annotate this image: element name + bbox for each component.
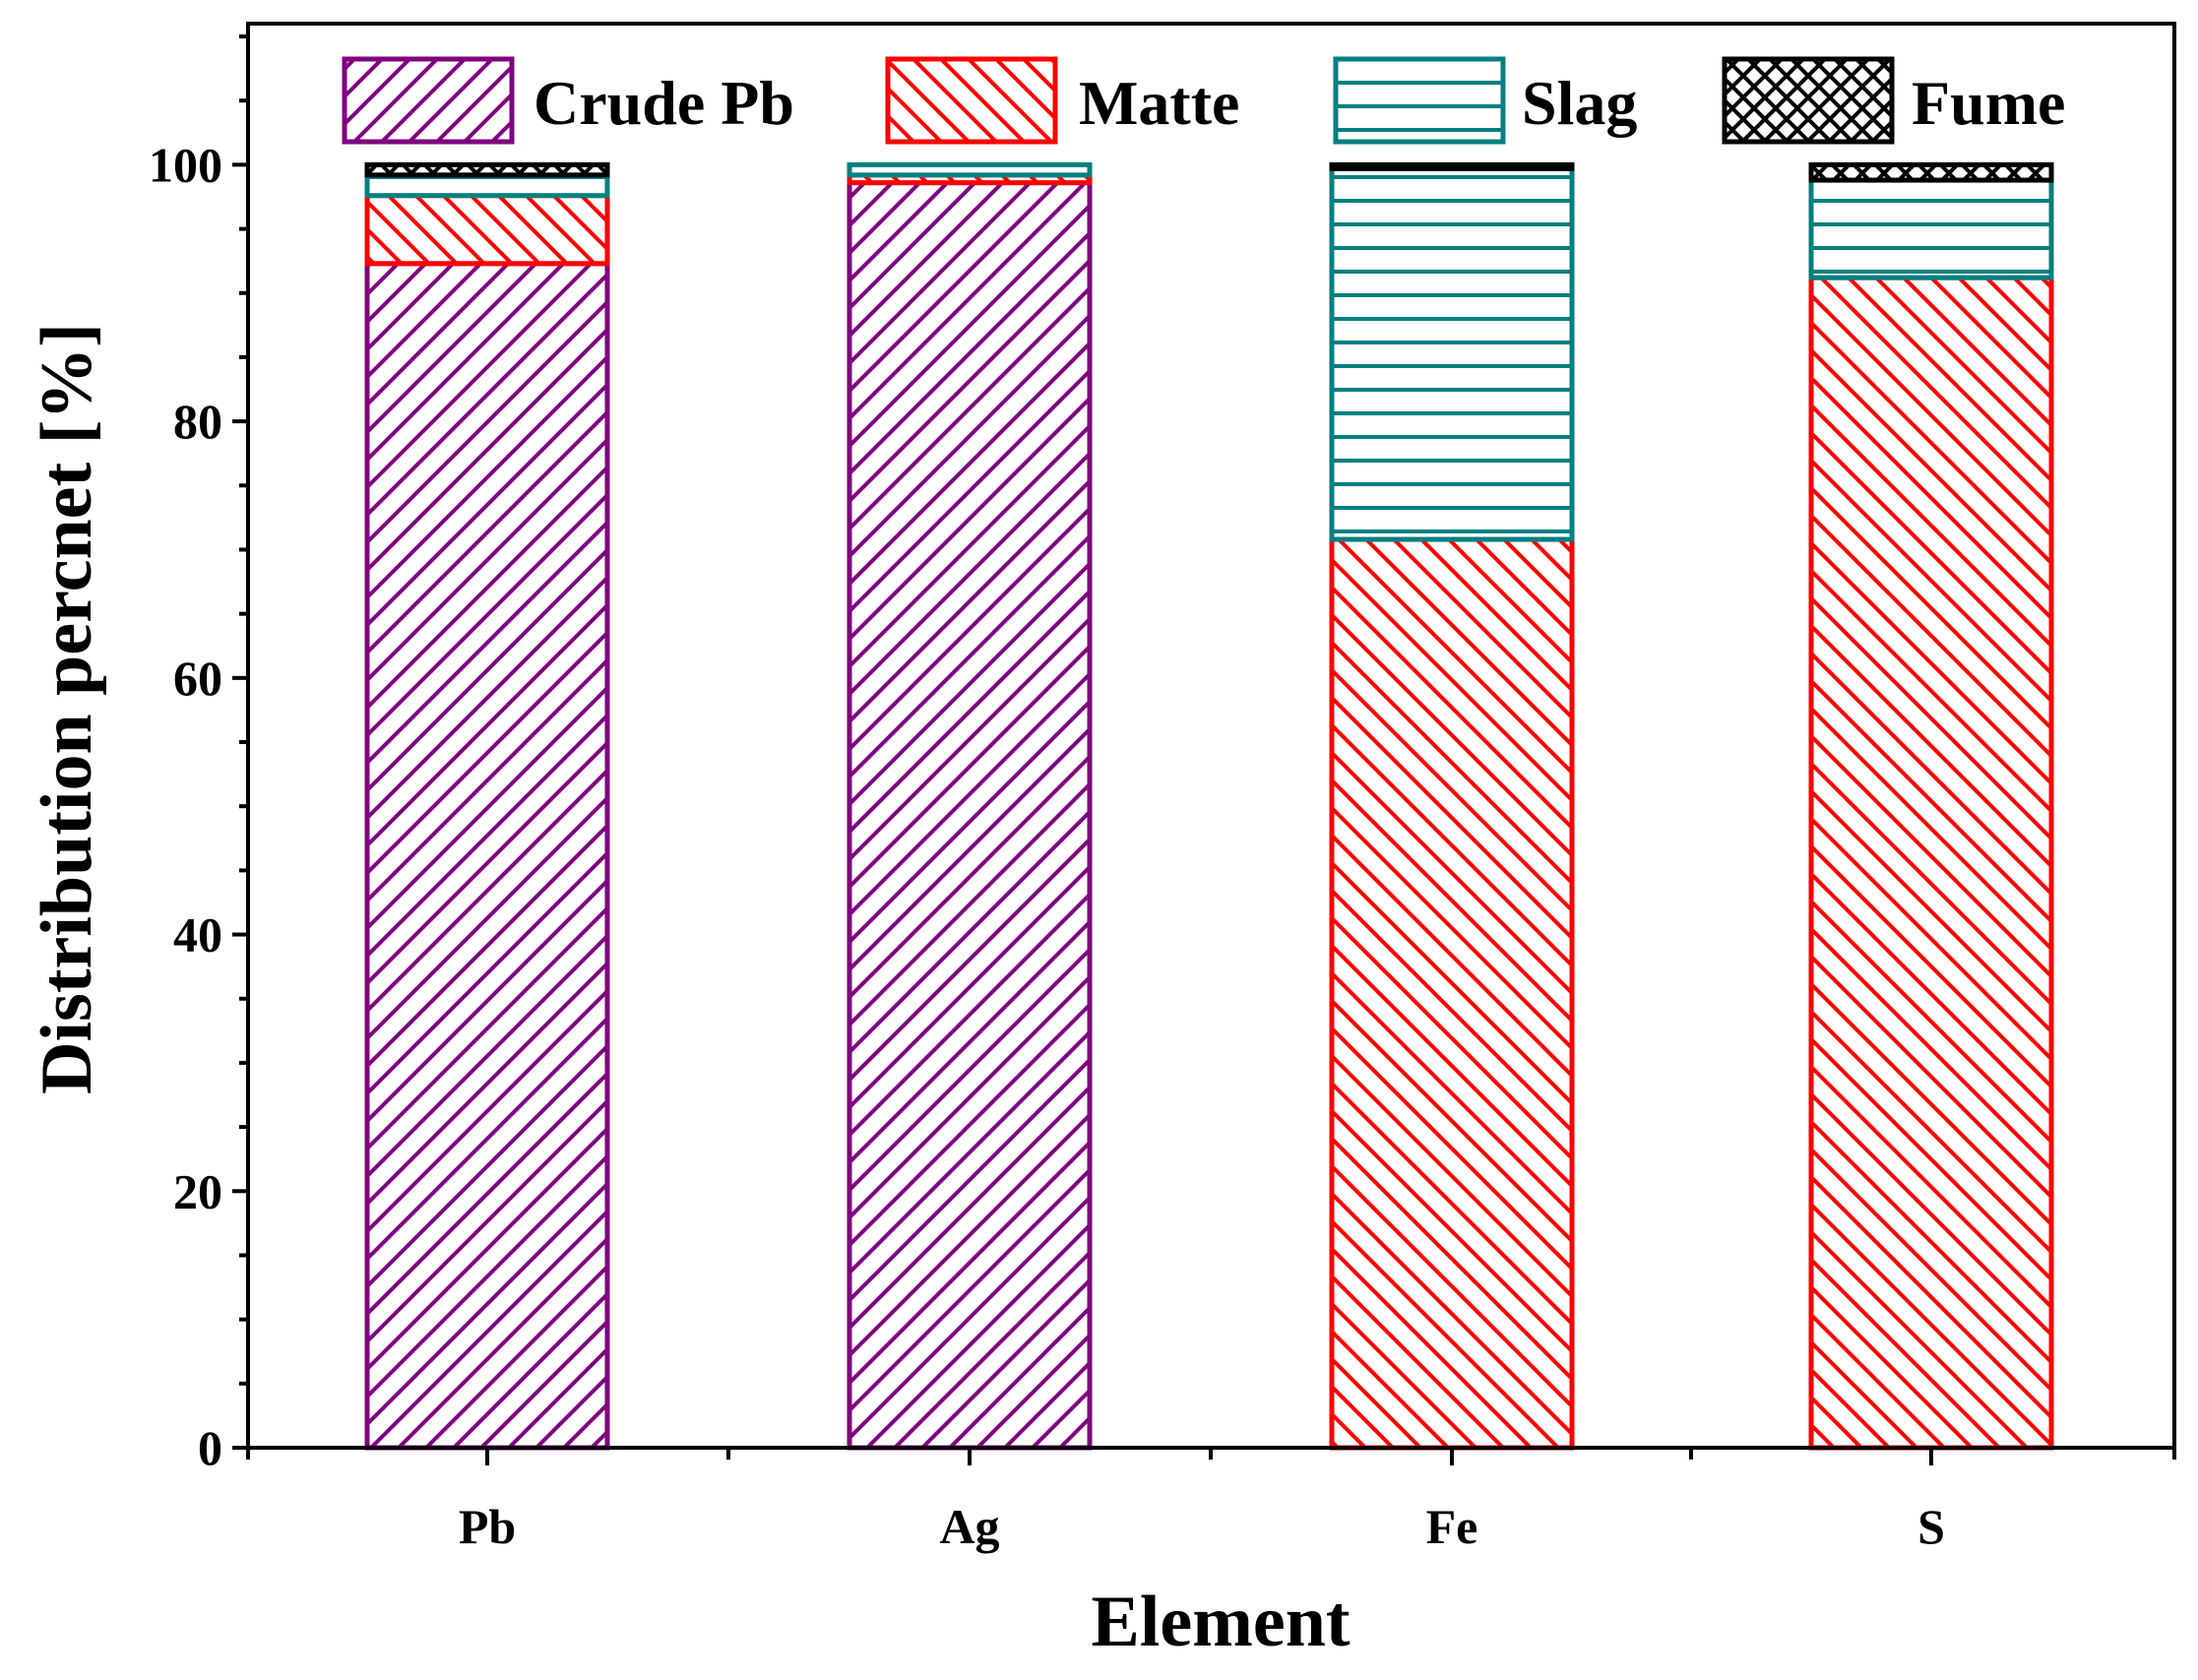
bar-pb-slag [364, 172, 610, 199]
x-axis-title: Element [1091, 1582, 1350, 1662]
bars [364, 161, 2054, 1451]
bar-s-slag [1808, 177, 2054, 280]
bar-fe-fume [1329, 161, 1575, 171]
y-tick-label: 80 [173, 394, 222, 449]
x-tick-label: S [1917, 1499, 1945, 1554]
legend-swatch-crude-pb [342, 56, 515, 145]
legend-swatch-fume [1722, 56, 1895, 145]
y-tick-label: 100 [149, 137, 222, 192]
y-tick-label: 20 [173, 1163, 222, 1218]
bar-ag-crude-pb [847, 180, 1093, 1451]
y-tick-label: 60 [173, 651, 222, 706]
x-tick-label: Ag [939, 1499, 999, 1554]
legend-swatch-slag [1333, 56, 1506, 145]
bar-pb-crude-pb [364, 261, 610, 1451]
x-axis: Pb Ag Fe S [246, 1448, 2176, 1554]
bar-ag-slag [847, 161, 1093, 178]
legend-label: Fume [1912, 68, 2065, 138]
legend-label: Matte [1079, 68, 1239, 138]
bar-pb-fume [364, 161, 610, 178]
bar-s-fume [1808, 161, 2054, 183]
legend-label: Slag [1522, 68, 1637, 138]
legend-label: Crude Pb [534, 68, 794, 138]
x-tick-label: Fe [1426, 1499, 1478, 1554]
legend: Crude Pb Matte Slag Fume [342, 56, 2065, 145]
bar-fe-slag [1329, 165, 1575, 542]
legend-swatch-matte [885, 56, 1058, 145]
bar-fe-matte [1329, 536, 1575, 1451]
bar-s-matte [1808, 275, 2054, 1451]
x-tick-label: Pb [459, 1499, 516, 1554]
y-tick-label: 40 [173, 907, 222, 963]
bar-pb-matte [364, 193, 610, 267]
y-axis: 0 20 40 60 80 100 [149, 34, 248, 1475]
y-tick-label: 0 [198, 1420, 222, 1475]
y-axis-title: Distribution percnet [%] [27, 323, 107, 1094]
